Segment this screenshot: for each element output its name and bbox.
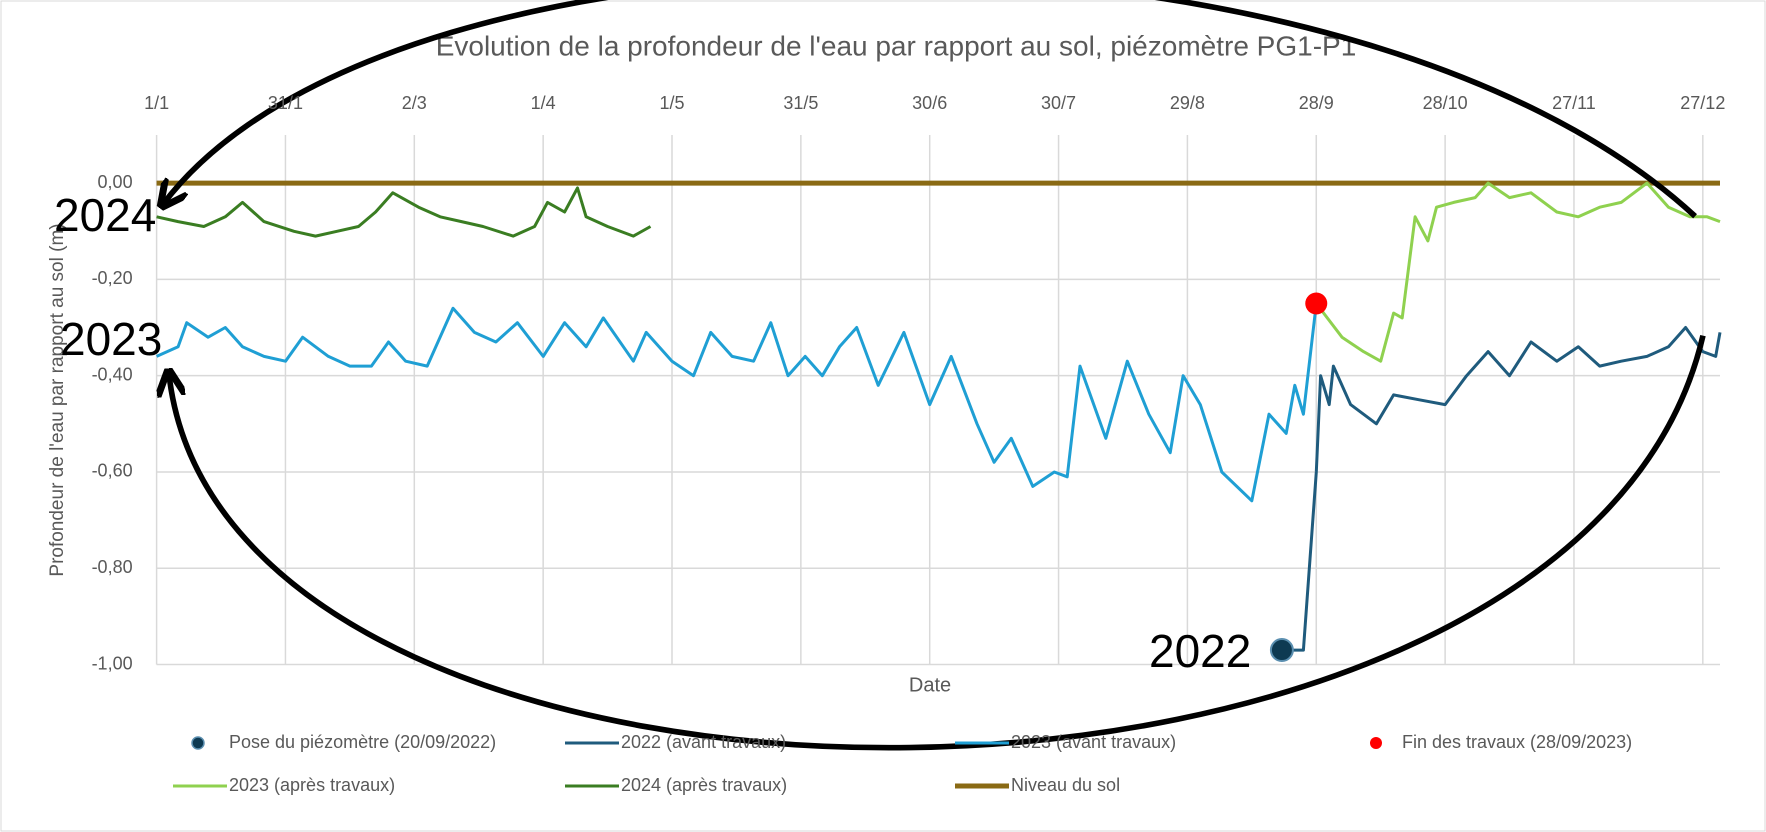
annotation: 2022	[1149, 625, 1251, 677]
annotation: 2023	[60, 313, 162, 365]
x-tick-label: 29/8	[1170, 93, 1205, 113]
x-axis-label: Date	[909, 674, 951, 696]
y-tick-label: -0,80	[92, 557, 133, 577]
series-line	[155, 303, 1318, 503]
legend-swatch	[1370, 737, 1382, 749]
point	[1305, 292, 1328, 315]
point	[1269, 638, 1294, 663]
y-tick-label: -0,20	[92, 268, 133, 288]
y-tick-label: -0,60	[92, 461, 133, 481]
legend-label: Niveau du sol	[1011, 775, 1120, 795]
y-tick-label: -0,40	[92, 364, 133, 384]
legend-label: 2024 (après travaux)	[621, 775, 787, 795]
x-tick-label: 1/4	[531, 93, 556, 113]
arrow	[169, 334, 1706, 751]
x-tick-label: 28/9	[1299, 93, 1334, 113]
x-tick-label: 30/7	[1041, 93, 1076, 113]
annotation-arrows	[163, 0, 1706, 751]
arrow	[163, 0, 1697, 219]
legend: Pose du piézomètre (20/09/2022) 2022 (ava…	[173, 732, 1632, 795]
x-tick-label: 1/5	[659, 93, 684, 113]
legend-swatch	[191, 736, 205, 750]
series-line	[1315, 181, 1721, 363]
x-tick-label: 27/12	[1680, 93, 1725, 113]
series-line	[156, 186, 652, 238]
series-line	[1281, 326, 1722, 652]
x-tick-label: 2/3	[402, 93, 427, 113]
x-tick-label: 31/1	[268, 93, 303, 113]
legend-label: 2023 (avant travaux)	[1011, 732, 1176, 752]
chart-title: Evolution de la profondeur de l'eau par …	[436, 30, 1357, 61]
x-tick-label: 31/5	[783, 93, 818, 113]
y-axis-label: Profondeur de l'eau par rapport au sol (…	[47, 223, 68, 576]
legend-label: 2022 (avant travaux)	[621, 732, 786, 752]
x-tick-label: 28/10	[1423, 93, 1468, 113]
legend-label: Fin des travaux (28/09/2023)	[1402, 732, 1632, 752]
x-tick-label: 27/11	[1552, 93, 1596, 113]
y-tick-label: 0,00	[98, 172, 133, 192]
y-tick-label: -1,00	[92, 653, 133, 673]
x-tick-label: 1/1	[144, 93, 169, 113]
x-tick-label: 30/6	[912, 93, 947, 113]
annotation: 2024	[54, 189, 156, 241]
plot	[155, 180, 1722, 663]
legend-label: 2023 (après travaux)	[229, 775, 395, 795]
legend-label: Pose du piézomètre (20/09/2022)	[229, 732, 496, 752]
